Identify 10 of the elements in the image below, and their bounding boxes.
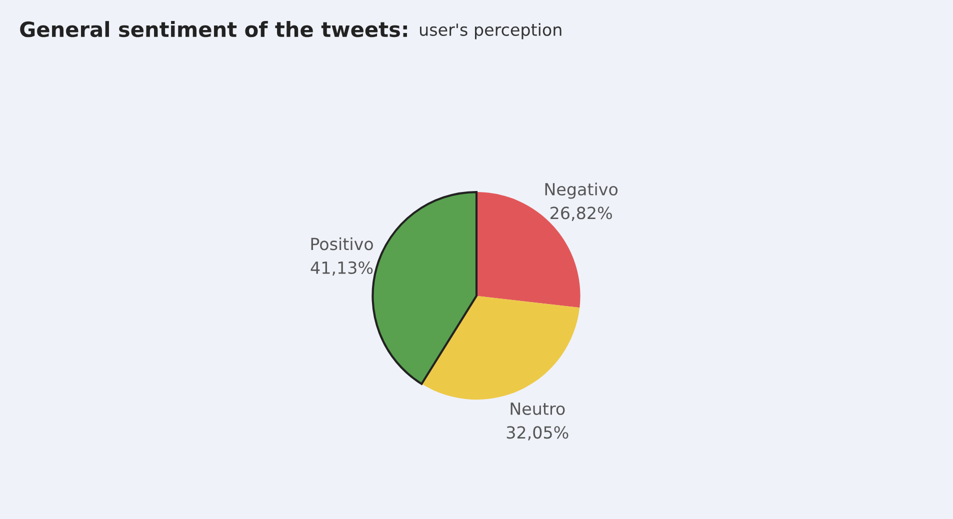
pie-slice: [372, 190, 478, 385]
data-label: 26,82%: [550, 206, 612, 221]
data-label: 41,13%: [310, 261, 373, 276]
slice-label: Positivo: [311, 237, 373, 250]
slice-label: Neutro: [510, 402, 565, 416]
data-label: 32,05%: [506, 426, 568, 440]
chart-title: General sentiment of the tweets:: [20, 21, 407, 38]
chart-subtitle: user's perception: [420, 23, 562, 40]
slice-label: Negativo: [545, 182, 618, 199]
pie-slice: [422, 296, 580, 400]
